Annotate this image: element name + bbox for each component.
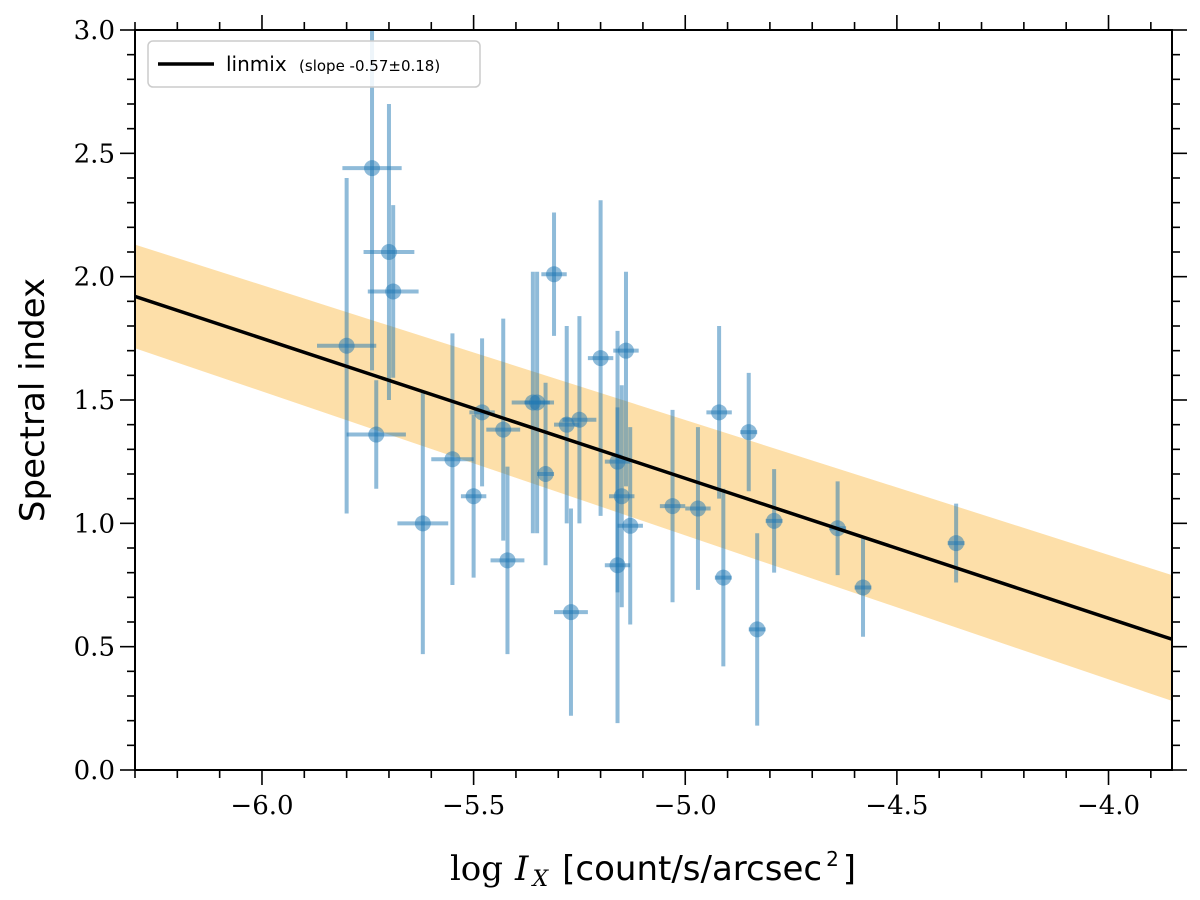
y-tick-label: 1.5 xyxy=(74,386,115,416)
legend: linmix (slope -0.57±0.18) xyxy=(147,40,481,88)
data-point-marker xyxy=(529,394,546,411)
data-point-marker xyxy=(948,535,965,552)
x-axis-label-sup: 2 xyxy=(826,847,839,871)
data-point-marker xyxy=(537,466,554,482)
data-point xyxy=(765,469,783,573)
data-point-marker xyxy=(571,411,588,428)
x-axis-label-units: [count/s/arcsec xyxy=(562,849,822,889)
data-point-marker xyxy=(689,500,706,517)
x-axis-label-prefix: log xyxy=(450,849,503,889)
tick-labels: −6.0 −5.5 −5.0 −4.5 −4.0 0.0 0.5 1.0 1.5 2.0 2.5 3.… xyxy=(74,16,1140,821)
y-tick-label: 0.0 xyxy=(74,756,115,786)
data-point xyxy=(587,200,614,516)
legend-entry: linmix (slope -0.57±0.18) xyxy=(226,52,440,76)
data-point-marker xyxy=(385,283,402,300)
data-point-marker xyxy=(622,517,639,534)
data-point xyxy=(346,380,406,489)
y-axis-label: Spectral index xyxy=(13,278,53,522)
fit-band-layer xyxy=(135,244,1172,701)
data-point-marker xyxy=(499,552,516,569)
points-layer xyxy=(317,30,965,726)
data-point-marker xyxy=(715,569,732,586)
data-point xyxy=(431,333,474,585)
x-tick-label: −5.5 xyxy=(442,791,505,821)
data-point xyxy=(740,372,758,492)
data-point xyxy=(748,533,766,726)
data-point xyxy=(706,326,732,499)
fit-line-layer xyxy=(135,294,1172,641)
data-point-marker xyxy=(414,515,431,532)
data-point-marker xyxy=(855,579,872,596)
data-point xyxy=(714,488,732,667)
data-point xyxy=(659,409,686,603)
legend-frame xyxy=(147,40,481,88)
fit-line xyxy=(135,294,1172,641)
data-point-marker xyxy=(495,421,512,438)
data-point xyxy=(397,392,449,655)
axes-layer xyxy=(120,15,1187,785)
data-point-marker xyxy=(338,337,355,354)
y-tick-label: 2.5 xyxy=(74,139,115,169)
data-point-marker xyxy=(444,451,461,468)
x-axis-label: log I X [count/s/arcsec 2 ] xyxy=(450,847,856,892)
x-tick-label: −5.0 xyxy=(654,791,717,821)
legend-note: (slope -0.57±0.18) xyxy=(299,57,440,75)
data-point-marker xyxy=(711,404,728,421)
y-tick-label: 0.5 xyxy=(74,633,115,663)
y-tick-label: 2.0 xyxy=(74,263,115,293)
fit-confidence-band xyxy=(135,244,1172,701)
data-point xyxy=(554,508,588,716)
x-axis-label-close: ] xyxy=(843,849,856,889)
data-point-marker xyxy=(465,488,482,505)
data-point-marker xyxy=(364,160,381,177)
data-point-marker xyxy=(766,512,783,529)
data-point xyxy=(854,538,872,637)
data-point xyxy=(562,316,597,524)
x-tick-label: −6.0 xyxy=(230,791,293,821)
data-point xyxy=(541,212,567,336)
data-point-marker xyxy=(368,426,385,443)
x-axis-label-var: I xyxy=(514,849,529,889)
ticks xyxy=(120,15,1187,785)
data-point-marker xyxy=(613,488,630,505)
data-point-marker xyxy=(546,266,563,283)
data-point xyxy=(609,385,635,608)
data-point xyxy=(317,178,377,514)
data-point-marker xyxy=(749,621,766,638)
legend-label: linmix xyxy=(226,52,287,76)
data-point-marker xyxy=(562,604,579,621)
x-tick-label: −4.5 xyxy=(865,791,928,821)
data-point-marker xyxy=(617,342,634,359)
y-tick-label: 1.0 xyxy=(74,509,115,539)
data-point-marker xyxy=(592,350,609,367)
data-point-marker xyxy=(664,498,681,515)
data-point xyxy=(613,271,639,487)
x-tick-label: −4.0 xyxy=(1077,791,1140,821)
data-point xyxy=(685,427,711,590)
x-axis-label-sub: X xyxy=(530,867,549,892)
data-point xyxy=(537,382,555,566)
data-point xyxy=(367,205,419,378)
data-point xyxy=(486,318,521,541)
data-point xyxy=(460,414,487,578)
y-tick-label: 3.0 xyxy=(74,16,115,46)
data-point xyxy=(490,466,525,655)
data-point-marker xyxy=(740,424,757,441)
